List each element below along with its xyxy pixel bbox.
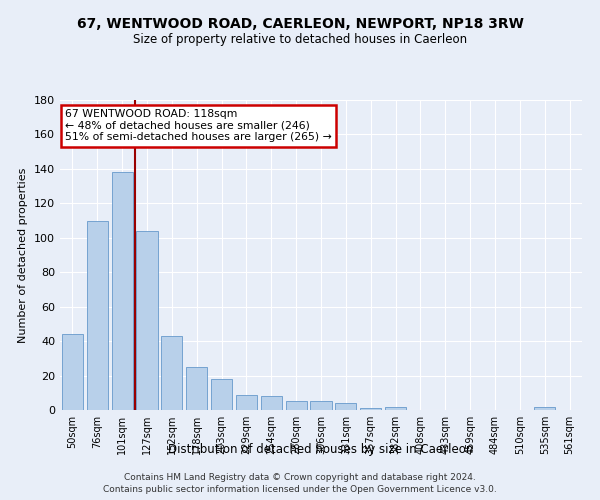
Y-axis label: Number of detached properties: Number of detached properties (19, 168, 28, 342)
Bar (87, 220, 108, 410)
Bar (136, 231, 158, 410)
Bar (286, 402, 307, 410)
Bar (335, 403, 356, 410)
Bar (161, 336, 182, 410)
Bar (385, 406, 406, 410)
Text: Distribution of detached houses by size in Caerleon: Distribution of detached houses by size … (169, 442, 473, 456)
Text: 67 WENTWOOD ROAD: 118sqm
← 48% of detached houses are smaller (246)
51% of semi-: 67 WENTWOOD ROAD: 118sqm ← 48% of detach… (65, 110, 332, 142)
Bar (534, 406, 555, 410)
Text: Contains public sector information licensed under the Open Government Licence v3: Contains public sector information licen… (103, 485, 497, 494)
Bar (310, 402, 332, 410)
Bar (186, 367, 207, 410)
Bar (62, 334, 83, 410)
Bar (112, 172, 133, 410)
Bar (211, 379, 232, 410)
Bar (236, 394, 257, 410)
Bar (261, 396, 282, 410)
Bar (360, 408, 381, 410)
Text: Contains HM Land Registry data © Crown copyright and database right 2024.: Contains HM Land Registry data © Crown c… (124, 472, 476, 482)
Text: 67, WENTWOOD ROAD, CAERLEON, NEWPORT, NP18 3RW: 67, WENTWOOD ROAD, CAERLEON, NEWPORT, NP… (77, 18, 523, 32)
Text: Size of property relative to detached houses in Caerleon: Size of property relative to detached ho… (133, 32, 467, 46)
